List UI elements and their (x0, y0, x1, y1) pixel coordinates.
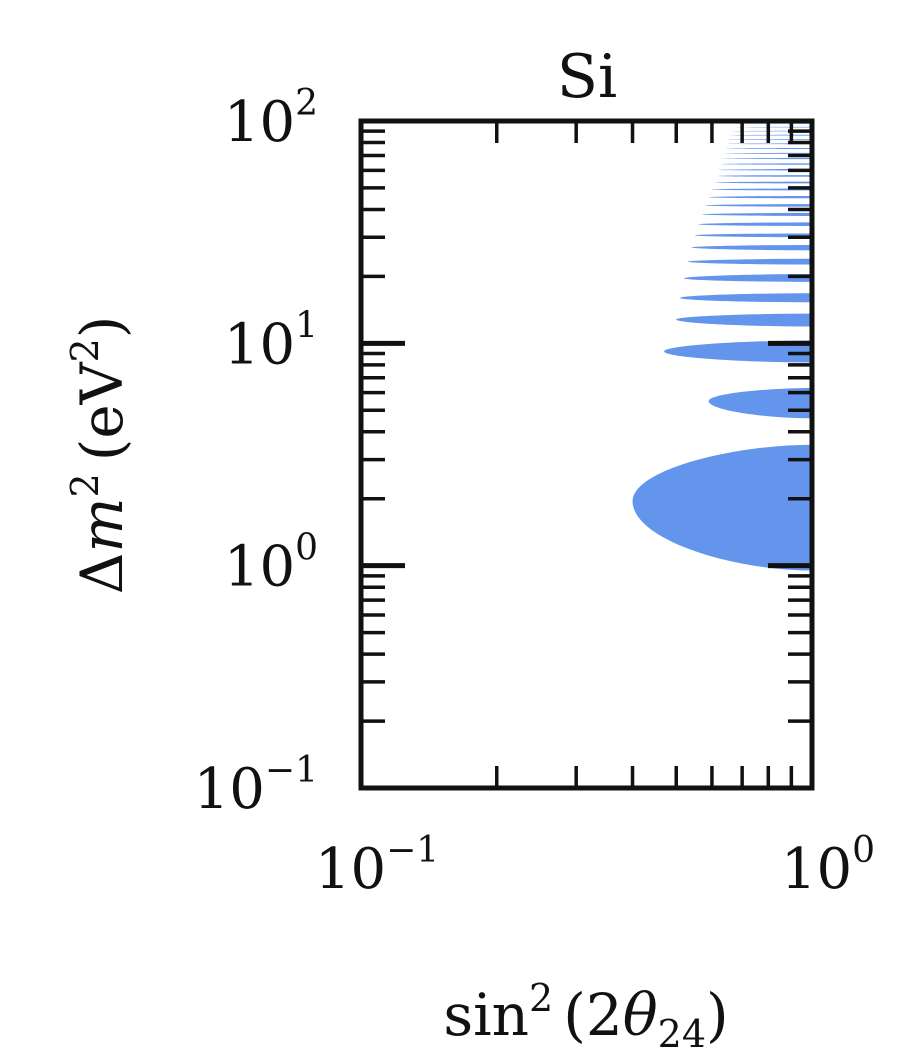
x-tick-label: 100 (781, 830, 875, 902)
x-tick-label: 10−1 (315, 830, 439, 902)
y-label-rest: (eV (68, 361, 136, 461)
exclusion-region-17 (721, 163, 813, 165)
tick-exponent: −1 (265, 750, 318, 791)
exclusion-region-13 (711, 188, 813, 191)
x-tick-labels: 10−1 100 (315, 830, 875, 902)
tick-exponent: 0 (852, 830, 875, 871)
exclusion-region-8 (694, 233, 813, 238)
exclusion-region-6 (687, 258, 813, 265)
y-tick-label: 10−1 (194, 750, 318, 822)
tick-base: 10 (224, 535, 295, 600)
tick-base: 10 (781, 837, 852, 902)
exclusion-region-9 (698, 222, 813, 227)
y-tick-label: 102 (224, 83, 318, 155)
exclusion-region-11 (705, 204, 813, 207)
y-label-close: ) (68, 316, 136, 339)
exclusion-region-25 (733, 126, 813, 128)
plot-frame (358, 118, 815, 791)
exclusion-region-15 (718, 175, 813, 177)
y-tick-label: 100 (224, 528, 318, 600)
exclusion-region-5 (683, 274, 813, 282)
tick-exponent: −1 (386, 830, 439, 871)
x-label-open: (2 (563, 981, 623, 1049)
x-label-theta: θ (623, 981, 658, 1049)
tick-exponent: 1 (295, 305, 318, 346)
x-axis-label: sin2 (2θ24) (443, 976, 728, 1056)
y-label-rest-sup: 2 (63, 338, 107, 362)
exclusion-region-12 (708, 195, 813, 199)
tick-base: 10 (224, 90, 295, 155)
exclusion-region-2 (664, 340, 813, 363)
exclusion-region-14 (715, 181, 813, 184)
tick-base: 10 (194, 757, 265, 822)
y-axis-label: Δm2(eV2) (63, 316, 136, 595)
tick-base: 10 (315, 837, 386, 902)
exclusion-region-4 (680, 293, 813, 303)
y-label-sup: 2 (63, 473, 107, 497)
regions-layer (632, 123, 813, 571)
tick-base: 10 (224, 312, 295, 377)
y-label-m: m (68, 497, 136, 552)
chart-title: Si (557, 42, 617, 112)
exclusion-region-19 (724, 152, 813, 154)
x-label-sup: 2 (529, 976, 553, 1020)
exclusion-region-3 (676, 313, 813, 327)
exclusion-region-0 (632, 444, 813, 571)
exclusion-region-7 (691, 244, 813, 251)
exclusion-region-10 (701, 212, 813, 216)
exclusion-region-1 (708, 387, 813, 419)
exclusion-region-18 (721, 157, 813, 160)
y-tick-label: 101 (224, 305, 318, 377)
x-label-close: ) (706, 981, 729, 1049)
exclusion-region-20 (724, 148, 813, 150)
y-label-delta: Δ (68, 552, 136, 594)
tick-exponent: 2 (295, 83, 318, 124)
x-label-sub: 24 (658, 1012, 706, 1056)
tick-exponent: 0 (295, 528, 318, 569)
x-label-base: sin (443, 981, 529, 1049)
